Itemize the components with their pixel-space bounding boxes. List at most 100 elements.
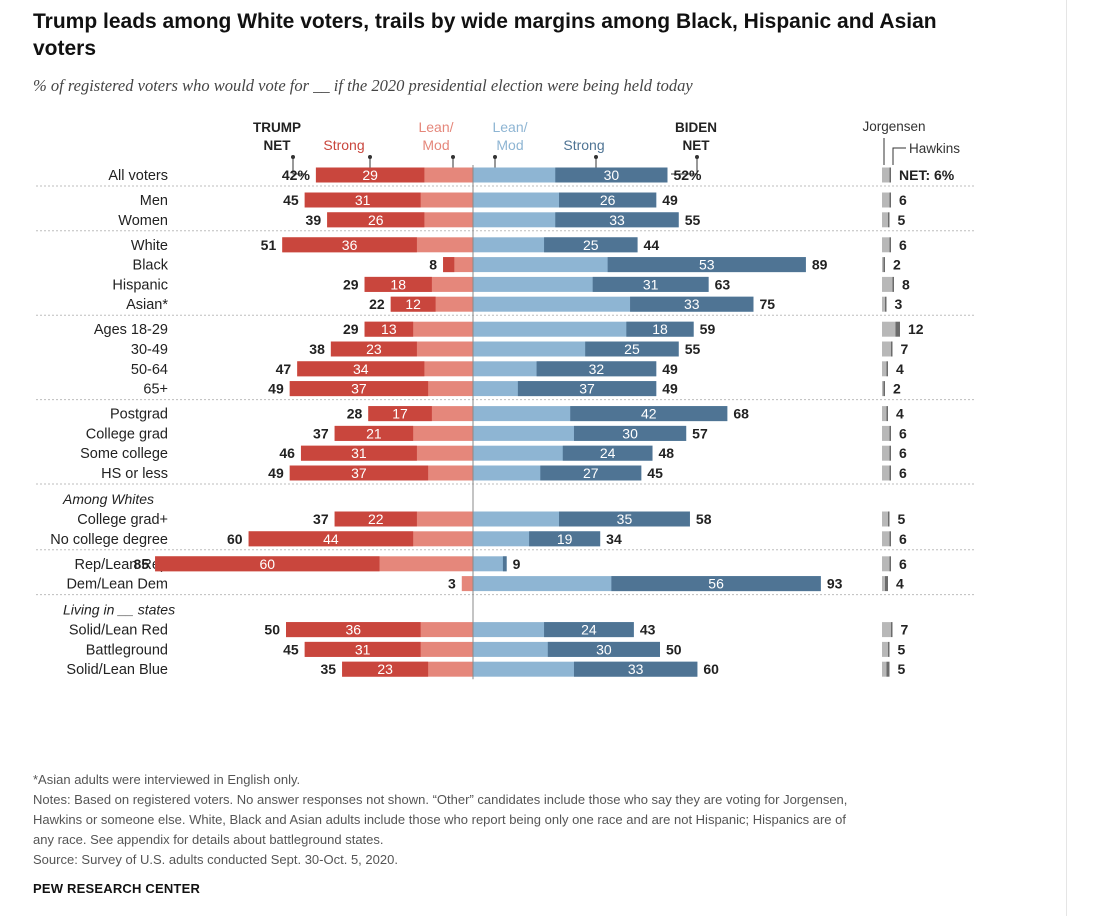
biden-strong-label: 32 [589, 361, 605, 377]
biden-net-label: 49 [662, 192, 678, 208]
trump-strong-bar [248, 531, 414, 547]
biden-strong-label: 25 [583, 237, 599, 253]
trump-net-label: 49 [268, 381, 284, 397]
row-label: All voters [108, 168, 168, 184]
notes-line-2: Hawkins or someone else. White, Black an… [33, 812, 846, 827]
biden-net-label: 52% [673, 167, 702, 183]
other-net-label: 5 [898, 511, 906, 527]
biden-net-label: 55 [685, 212, 701, 228]
jorgensen-bar [882, 321, 896, 337]
trump-strong-bar [334, 511, 417, 527]
trump-strong-bar [368, 406, 432, 422]
trump-net-label: 85 [134, 556, 150, 572]
biden-strong-label: 19 [557, 531, 573, 547]
trump-lean-leader-dot [451, 155, 455, 159]
other-net-label: 3 [895, 296, 903, 312]
notes-line-1: Notes: Based on registered voters. No an… [33, 792, 848, 807]
biden-strong-label: 30 [622, 425, 638, 441]
biden-strong-label: 31 [643, 276, 659, 292]
jorgensen-bar [882, 167, 890, 183]
trump-strong-label: 26 [368, 212, 384, 228]
row-label: 30-49 [131, 342, 168, 358]
row-label: College grad [86, 426, 168, 442]
hawkins-bar [891, 622, 893, 638]
hawkins-bar [886, 361, 888, 377]
trump-strong-label: 18 [390, 276, 406, 292]
trump-strong-bar [364, 321, 414, 337]
trump-net-label: 60 [227, 531, 243, 547]
other-net-label: 5 [898, 212, 906, 228]
other-net-label: 4 [896, 361, 904, 377]
other-net-label: 6 [899, 556, 907, 572]
biden-net-label: 60 [703, 661, 719, 677]
biden-strong-bar [585, 341, 679, 357]
row-label: Women [118, 213, 168, 229]
biden-strong-bar [592, 276, 709, 292]
chart-title: Trump leads among White voters, trails b… [33, 10, 937, 60]
trump-net-label: 45 [283, 192, 299, 208]
hawkins-bar [889, 425, 891, 441]
hawkins-leader [892, 147, 906, 165]
row-label: Hispanic [112, 277, 168, 293]
other-net-label: 6 [899, 531, 907, 547]
trump-strong-label: 60 [260, 556, 276, 572]
row-label: Solid/Lean Red [69, 623, 168, 639]
trump-net-label: 3 [448, 576, 456, 592]
hawkins-bar [888, 511, 890, 527]
biden-net-label: 43 [640, 622, 656, 638]
trump-net-label: 50 [264, 622, 280, 638]
trump-strong-bar [330, 341, 417, 357]
header-biden-lean: Lean/ [492, 119, 527, 135]
biden-net-label: 93 [827, 576, 843, 592]
biden-net-label: 49 [662, 361, 678, 377]
other-net-label: 7 [901, 622, 909, 638]
trump-strong-label: 23 [366, 341, 382, 357]
biden-strong-bar [573, 661, 698, 677]
trump-strong-label: 22 [368, 511, 384, 527]
biden-strong-bar [502, 556, 507, 572]
jorgensen-bar [882, 296, 885, 312]
biden-strong-bar [626, 321, 694, 337]
trump-strong-label: 21 [366, 425, 382, 441]
other-net-label: 6 [899, 445, 907, 461]
jorgensen-bar [882, 556, 890, 572]
jorgensen-bar [882, 341, 891, 357]
biden-strong-bar [544, 622, 634, 638]
biden-net-label: 89 [812, 257, 828, 273]
other-net-label: 4 [896, 576, 904, 592]
biden-strong-label: 33 [684, 296, 700, 312]
biden-net-label: 34 [606, 531, 622, 547]
trump-net-label: 49 [268, 465, 284, 481]
other-net-label: 6 [899, 425, 907, 441]
jorgensen-bar [882, 445, 890, 461]
biden-strong-label: 26 [600, 192, 616, 208]
biden-strong-bar [570, 406, 728, 422]
hawkins-bar [889, 465, 891, 481]
biden-strong-label: 56 [708, 576, 724, 592]
row-label: White [131, 238, 168, 254]
biden-strong-label: 33 [628, 661, 644, 677]
trump-strong-label: 17 [392, 406, 408, 422]
jorgensen-bar [882, 212, 888, 228]
hawkins-bar [889, 192, 891, 208]
trump-strong-label: 34 [353, 361, 369, 377]
biden-lean-leader-dot [493, 155, 497, 159]
biden-net-label: 9 [513, 556, 521, 572]
brand-logo-text: PEW RESEARCH CENTER [33, 881, 201, 896]
trump-strong-label: 37 [351, 465, 367, 481]
biden-net-label: 44 [644, 237, 660, 253]
trump-strong-label: 44 [323, 531, 339, 547]
header-trump-lean: Lean/ [418, 119, 453, 135]
row-label: Postgrad [110, 407, 168, 423]
row-label: College grad+ [77, 512, 168, 528]
hawkins-bar [889, 531, 891, 547]
other-net-label: 8 [902, 276, 910, 292]
biden-strong-label: 18 [652, 321, 668, 337]
trump-strong-label: 23 [377, 661, 393, 677]
trump-strong-label: 36 [346, 622, 362, 638]
jorgensen-bar [882, 465, 890, 481]
trump-net-label: 35 [321, 661, 337, 677]
trump-strong-label: 29 [362, 167, 378, 183]
trump-strong-bar [289, 381, 429, 397]
trump-strong-bar [315, 167, 425, 183]
